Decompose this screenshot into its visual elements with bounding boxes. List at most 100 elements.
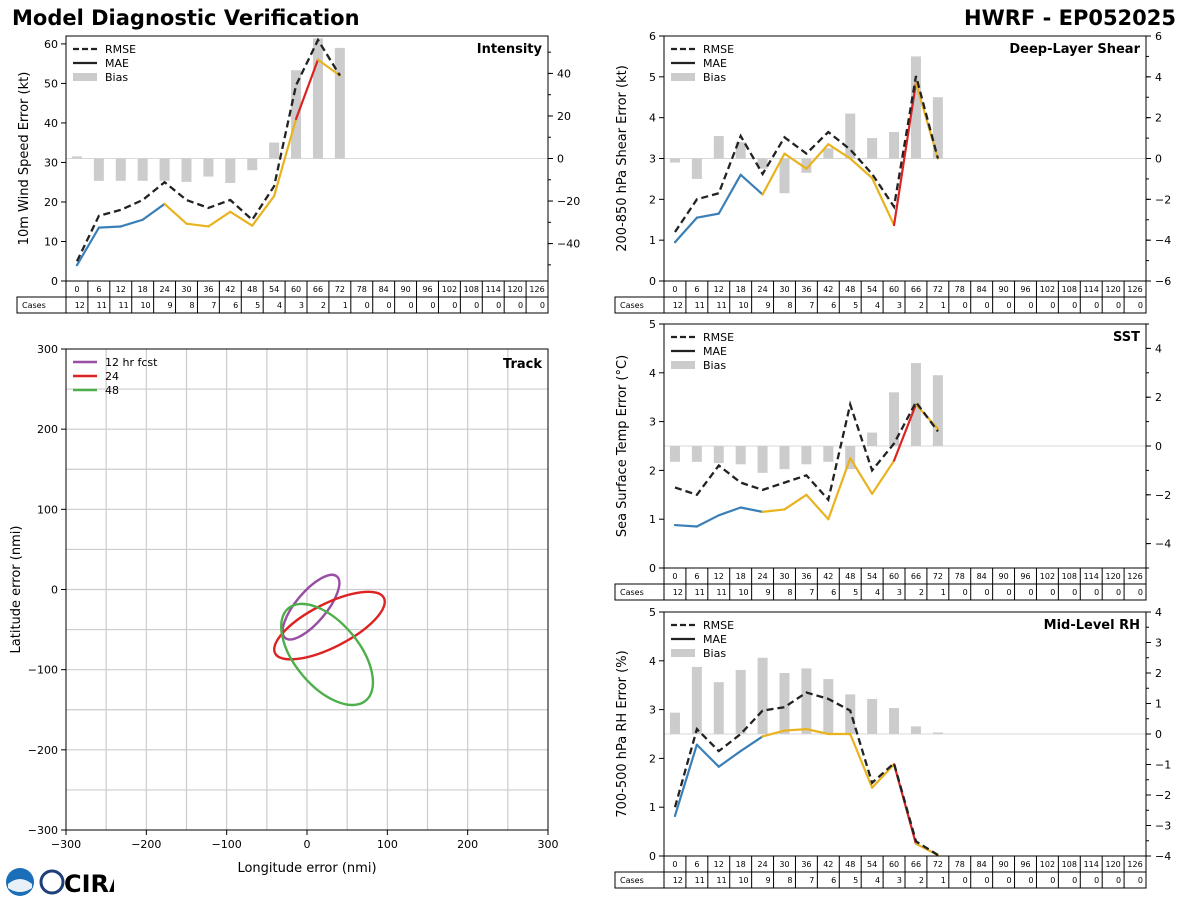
shear-title: Deep-Layer Shear xyxy=(1009,42,1140,57)
rh-case-count: 8 xyxy=(787,876,792,885)
intensity-hour-label: 66 xyxy=(313,285,323,294)
shear-case-count: 0 xyxy=(1072,301,1077,310)
intensity-mae-segment xyxy=(273,117,298,198)
sst-bias-bar xyxy=(889,392,900,446)
rh-ytick-label: 2 xyxy=(649,752,656,765)
shear-hour-label: 102 xyxy=(1040,285,1055,294)
shear-bias-bar xyxy=(845,113,856,159)
sst-case-count: 0 xyxy=(1028,588,1033,597)
shear-bias-bar xyxy=(889,131,900,159)
sst-mae-segment xyxy=(717,506,742,517)
rh-mae-segment xyxy=(871,763,896,789)
rh-y2tick-label: −3 xyxy=(1155,820,1171,833)
intensity-mae-segment xyxy=(207,210,232,228)
rh-hour-label: 84 xyxy=(977,860,987,869)
sst-case-count: 1 xyxy=(941,588,946,597)
intensity-case-count: 0 xyxy=(430,301,435,310)
intensity-hour-label: 114 xyxy=(486,285,501,294)
sst-legend-bias-label: Bias xyxy=(703,359,726,372)
track-ellipse xyxy=(281,573,341,641)
sst-case-count: 0 xyxy=(963,588,968,597)
page-title: Model Diagnostic Verification xyxy=(12,6,360,30)
shear-bias-bar xyxy=(713,136,724,159)
rh-mae-segment xyxy=(695,743,720,768)
sst-hour-label: 90 xyxy=(998,572,1008,581)
shear-case-count: 0 xyxy=(1050,301,1055,310)
intensity-hour-label: 42 xyxy=(225,285,235,294)
intensity-bias-bar xyxy=(137,158,148,181)
sst-hour-label: 48 xyxy=(845,572,855,581)
shear-case-count: 12 xyxy=(673,301,683,310)
intensity-hour-label: 90 xyxy=(400,285,410,294)
shear-hour-label: 60 xyxy=(889,285,899,294)
rh-ytick-label: 5 xyxy=(649,606,656,619)
rh-ylabel: 700-500 hPa RH Error (%) xyxy=(615,650,630,817)
sst-mae-segment xyxy=(783,493,808,511)
rh-hour-label: 12 xyxy=(714,860,724,869)
sst-y2tick-label: −4 xyxy=(1155,538,1171,551)
intensity-cases-label: Cases xyxy=(22,301,46,310)
shear-y2tick-label: 6 xyxy=(1155,30,1162,43)
sst-hour-label: 96 xyxy=(1020,572,1030,581)
intensity-bias-bar xyxy=(334,47,345,159)
track-ellipse xyxy=(279,602,375,707)
intensity-y2tick-label: 40 xyxy=(557,67,571,80)
intensity-y2tick-label: −20 xyxy=(557,195,580,208)
track-xtick-label: −300 xyxy=(51,838,81,851)
sst-hour-label: 12 xyxy=(714,572,724,581)
shear-y2tick-label: 4 xyxy=(1155,71,1162,84)
sst-mae-segment xyxy=(805,493,830,521)
intensity-y2tick-label: −40 xyxy=(557,238,580,251)
sst-bias-bar xyxy=(757,446,768,473)
shear-mae-segment xyxy=(827,143,852,160)
shear-bias-bar xyxy=(867,138,878,159)
shear-legend-mae-label: MAE xyxy=(703,57,727,70)
sst-rmse-line xyxy=(674,399,939,503)
intensity-mae-segment xyxy=(251,194,276,227)
rh-hour-label: 120 xyxy=(1105,860,1120,869)
rh-bias-bar xyxy=(691,666,702,734)
rh-case-count: 3 xyxy=(897,876,902,885)
intensity-case-count: 0 xyxy=(408,301,413,310)
intensity-case-count: 6 xyxy=(233,301,238,310)
rh-case-count: 4 xyxy=(875,876,880,885)
shear-case-count: 11 xyxy=(695,301,705,310)
sst-case-count: 4 xyxy=(875,588,880,597)
intensity-hour-label: 30 xyxy=(181,285,191,294)
shear-mae-segment xyxy=(783,152,808,170)
intensity-case-count: 12 xyxy=(75,301,85,310)
rh-bias-bar xyxy=(801,668,812,734)
rh-hour-label: 66 xyxy=(911,860,921,869)
sst-hour-label: 72 xyxy=(933,572,943,581)
intensity-y2tick-label: 0 xyxy=(557,153,564,166)
shear-ytick-label: 1 xyxy=(649,234,656,247)
intensity-hour-label: 84 xyxy=(379,285,389,294)
rh-y2tick-label: −4 xyxy=(1155,850,1171,863)
rh-hour-label: 114 xyxy=(1084,860,1099,869)
rh-y2tick-label: 0 xyxy=(1155,728,1162,741)
shear-hour-label: 66 xyxy=(911,285,921,294)
track-xtick-label: −100 xyxy=(212,838,242,851)
intensity-case-count: 5 xyxy=(255,301,260,310)
intensity-legend-mae-label: MAE xyxy=(105,57,129,70)
intensity-bias-bar xyxy=(115,158,126,181)
sst-ytick-label: 1 xyxy=(649,513,656,526)
model-storm-id: HWRF - EP052025 xyxy=(964,6,1176,30)
sst-case-count: 0 xyxy=(1006,588,1011,597)
track-ytick-label: 100 xyxy=(37,503,58,516)
intensity-mae-segment xyxy=(141,202,166,221)
sst-bias-bar xyxy=(691,446,702,462)
shear-bias-bar xyxy=(691,158,702,179)
shear-hour-label: 6 xyxy=(694,285,699,294)
intensity-case-count: 0 xyxy=(540,301,545,310)
shear-y2tick-label: −2 xyxy=(1155,193,1171,206)
rh-mae-segment xyxy=(849,732,874,789)
intensity-hour-label: 72 xyxy=(335,285,345,294)
intensity-mae-segment xyxy=(119,218,144,228)
rh-bias-bar xyxy=(713,682,724,734)
intensity-legend-bias-swatch xyxy=(73,73,97,81)
rh-hour-label: 90 xyxy=(998,860,1008,869)
shear-case-count: 11 xyxy=(717,301,727,310)
rh-ytick-label: 1 xyxy=(649,801,656,814)
shear-hour-label: 30 xyxy=(779,285,789,294)
